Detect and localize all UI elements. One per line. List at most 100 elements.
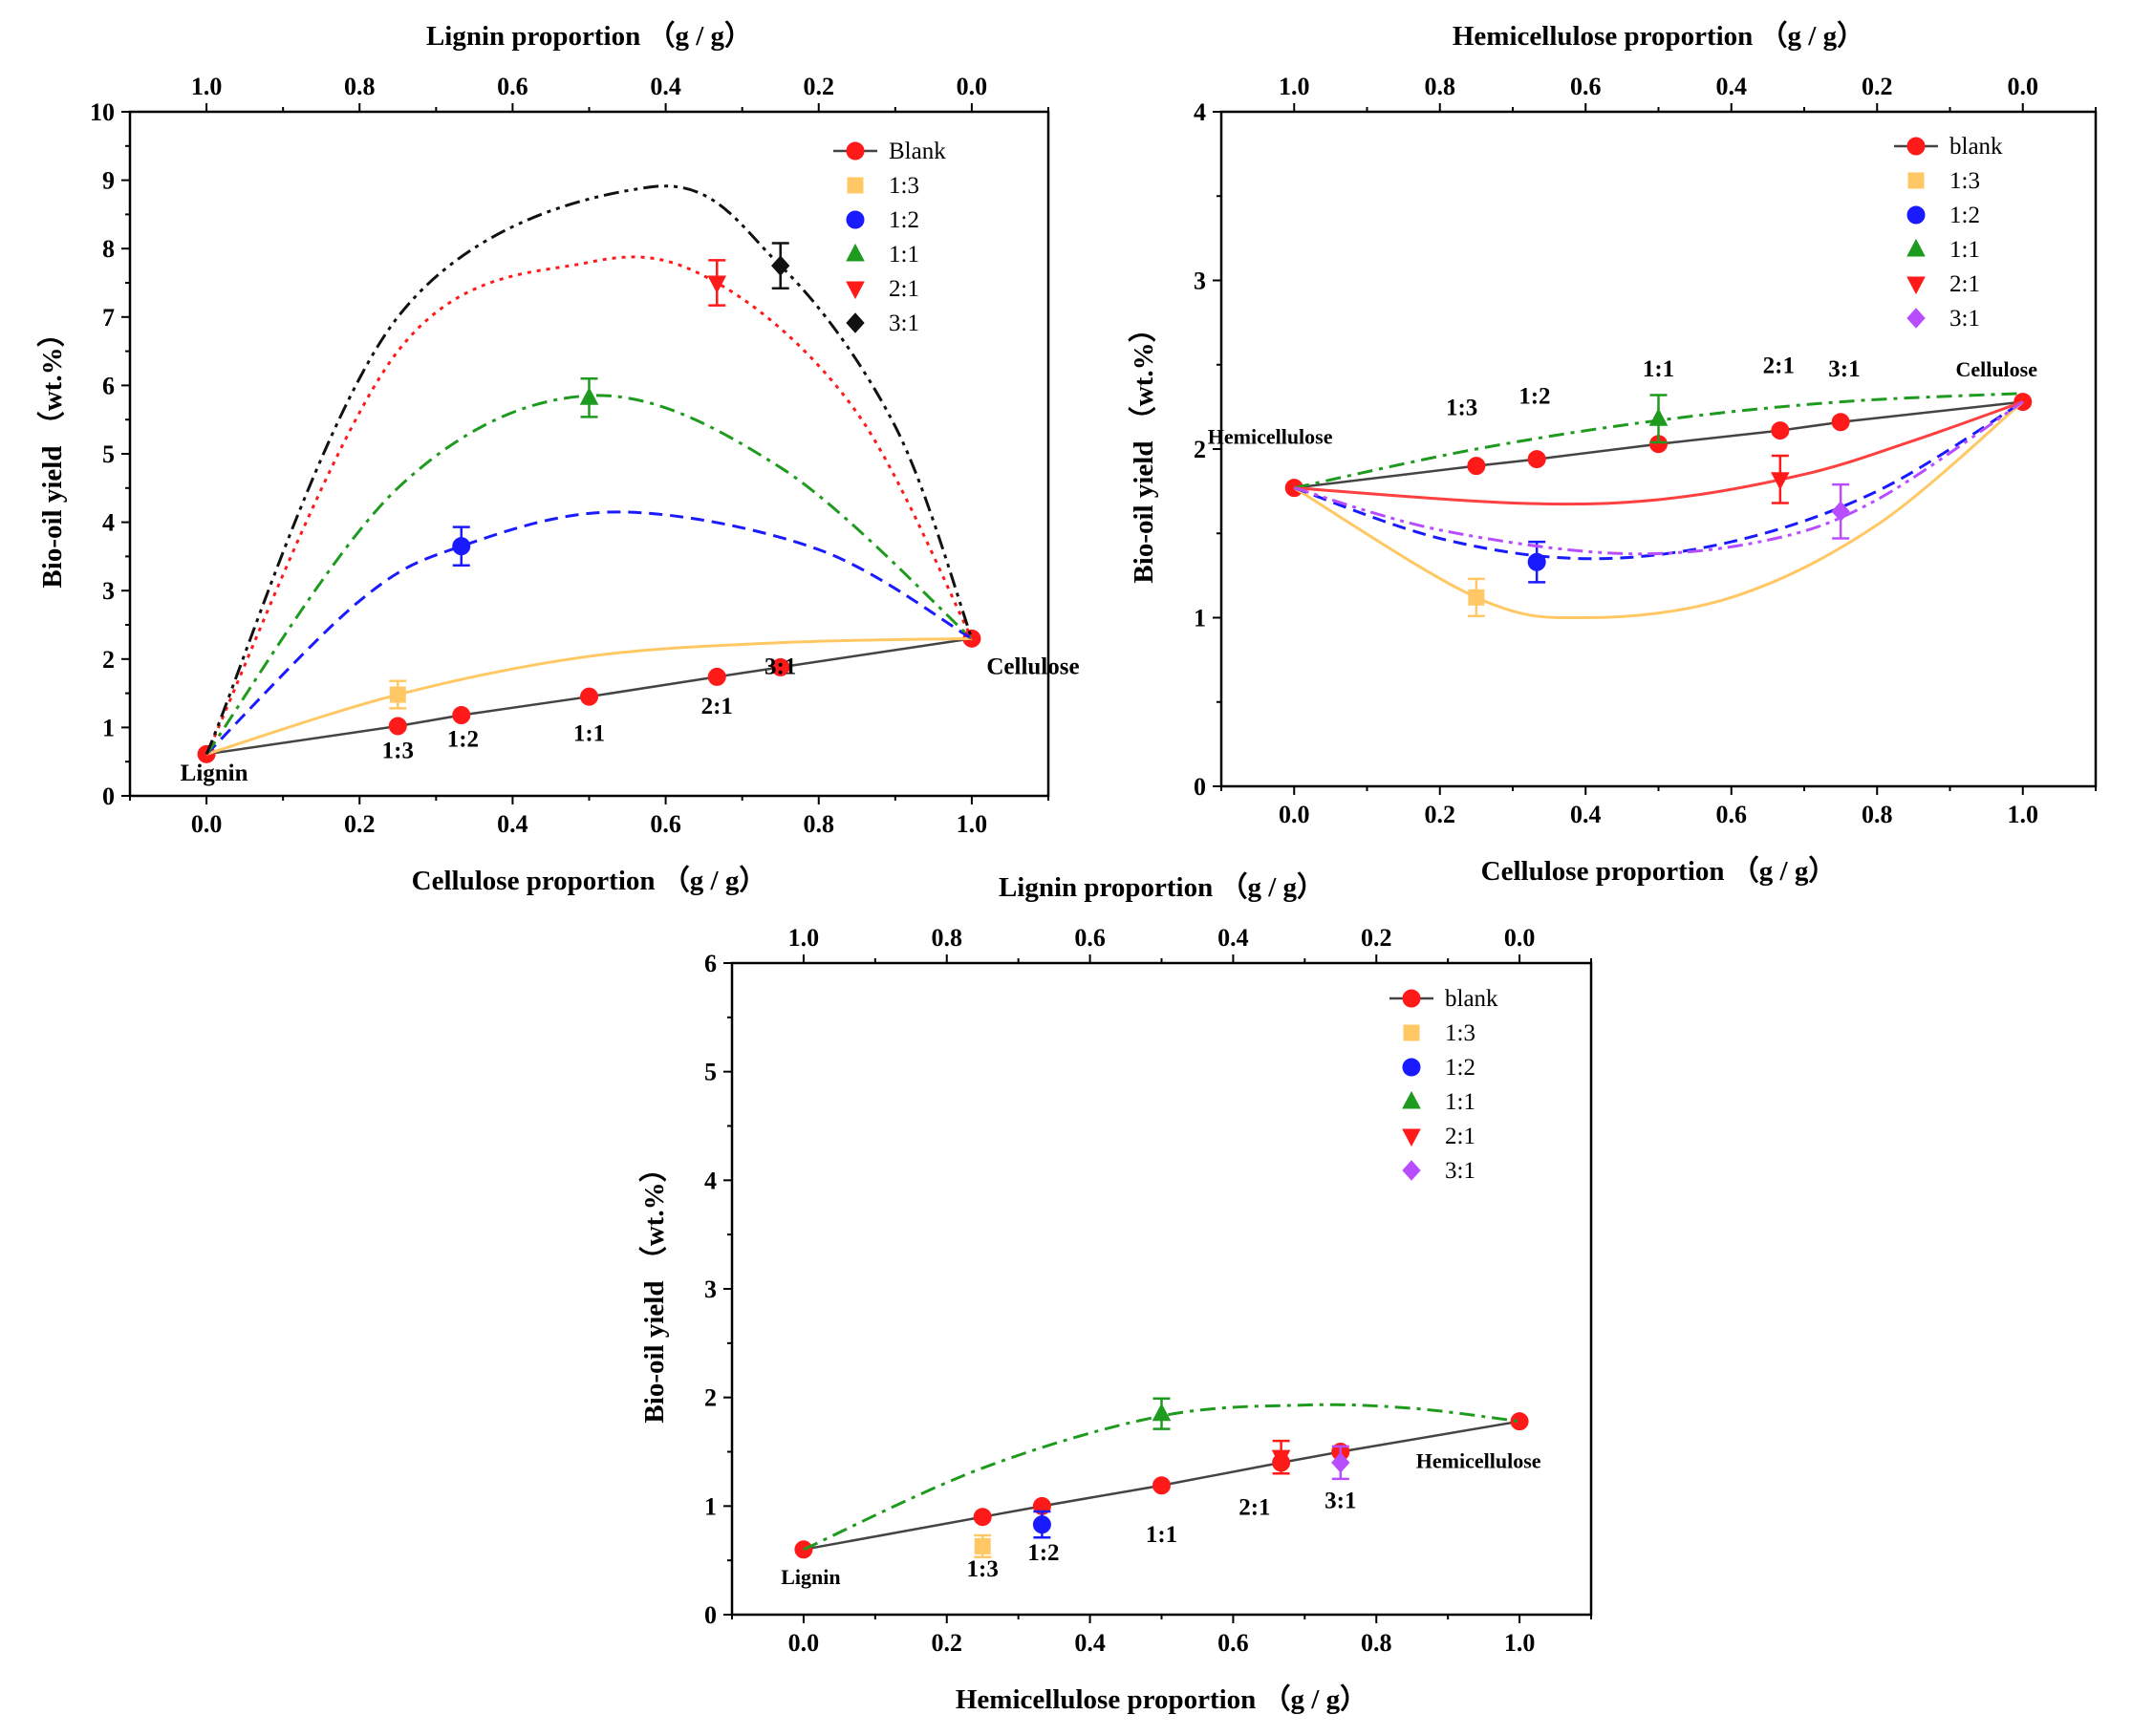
y-axis-label: Bio-oil yield （wt.%） — [1128, 314, 1159, 583]
y-tick-label: 5 — [102, 440, 115, 468]
series-1-2 — [1032, 1510, 1051, 1539]
annotation-label: 1:1 — [573, 721, 605, 747]
data-point — [707, 275, 727, 294]
data-point — [1831, 501, 1850, 523]
fit-curve — [1294, 400, 2024, 506]
y-axis-label: Bio-oil yield （wt.%） — [36, 319, 68, 588]
series-3-1 — [205, 184, 974, 755]
y-tick-label: 4 — [102, 509, 115, 537]
data-point — [707, 667, 726, 686]
fit-curve — [205, 636, 972, 756]
legend-label: 1:1 — [889, 242, 919, 268]
x2-tick-label: 0.6 — [497, 73, 528, 100]
series-1-1 — [803, 1397, 1520, 1552]
series-1-1 — [205, 376, 973, 756]
x-tick-label: 0.0 — [191, 810, 223, 838]
annotation-label: 1:2 — [447, 726, 479, 752]
x2-tick-label: 0.8 — [344, 73, 376, 100]
legend-marker — [846, 141, 865, 161]
legend-marker — [846, 210, 865, 229]
x-tick-label: 0.4 — [1570, 801, 1602, 828]
fit-curve — [1293, 400, 2024, 561]
x-tick-label: 0.0 — [1279, 801, 1310, 828]
annotation-label: 1:2 — [1027, 1540, 1059, 1566]
legend-marker — [846, 243, 865, 262]
y-tick-label: 1 — [704, 1492, 717, 1520]
annotation-label: 2:1 — [1763, 354, 1795, 379]
x2-axis-label: Lignin proportion （g / g） — [426, 20, 752, 52]
annotation-label: Lignin — [181, 761, 248, 786]
legend-marker — [1402, 1090, 1421, 1109]
data-point — [973, 1508, 992, 1527]
data-point — [1771, 421, 1790, 440]
data-point — [579, 387, 599, 405]
y-axis-label: Bio-oil yield （wt.%） — [638, 1154, 670, 1423]
legend-label: 1:3 — [1949, 168, 1980, 194]
legend-label: 1:2 — [1445, 1055, 1475, 1081]
x2-axis-label: Hemicellulose proportion （g / g） — [1453, 20, 1864, 52]
annotation-label: Lignin — [781, 1565, 840, 1589]
x-tick-label: 0.6 — [650, 810, 681, 838]
data-point — [1527, 552, 1546, 571]
x2-tick-label: 0.6 — [1570, 73, 1602, 100]
chart-lignin-cellulose: 0.0 0.2 0.4 0.6 0.8 1.0 1.0 0.8 0.6 0.4 0.2 0.0 0 1 2 3… — [36, 20, 1080, 896]
y-tick-label: 0 — [1194, 773, 1206, 801]
y-tick-label: 6 — [704, 950, 717, 977]
y-tick-label: 5 — [704, 1059, 717, 1086]
legend-marker — [1402, 1128, 1421, 1147]
fit-curve — [205, 184, 974, 755]
series-1-3 — [1293, 400, 2024, 620]
y-tick-label: 0 — [102, 782, 115, 810]
series-1-2 — [1293, 400, 2024, 584]
y-tick-label: 3 — [704, 1275, 717, 1303]
annotation-label: 3:1 — [1324, 1489, 1356, 1514]
legend-marker — [846, 281, 865, 300]
legend-label: 1:2 — [1949, 203, 1980, 228]
series-1-3 — [205, 636, 972, 756]
y-tick-label: 8 — [102, 235, 115, 263]
series-3-1 — [1293, 400, 2024, 556]
data-point — [1831, 413, 1850, 432]
data-point — [974, 1537, 991, 1554]
legend-marker — [1906, 276, 1926, 295]
x-axis-label: Cellulose proportion （g / g） — [412, 865, 767, 896]
y-tick-label: 10 — [90, 98, 115, 126]
data-point — [771, 255, 790, 276]
legend-label: 3:1 — [1949, 306, 1980, 332]
y-tick-label: 1 — [1194, 605, 1206, 632]
legend-marker — [1402, 989, 1421, 1008]
x2-tick-label: 0.0 — [957, 73, 988, 100]
x2-tick-label: 0.2 — [1361, 924, 1392, 952]
data-point — [452, 706, 471, 725]
data-point — [1152, 1476, 1171, 1495]
series-3-1 — [1331, 1445, 1350, 1481]
data-point — [1648, 408, 1669, 426]
annotation-label: 1:3 — [967, 1556, 999, 1582]
x-axis-label: Cellulose proportion （g / g） — [1481, 855, 1837, 887]
x2-tick-label: 1.0 — [191, 73, 223, 100]
legend-marker — [1906, 137, 1926, 156]
x-tick-label: 0.2 — [344, 810, 376, 838]
series-1-1 — [1293, 392, 2023, 490]
annotation-label: 1:2 — [1518, 383, 1550, 409]
y-tick-label: 7 — [102, 304, 115, 332]
legend-marker — [1402, 1160, 1421, 1181]
x-tick-label: 0.6 — [1716, 801, 1748, 828]
fit-curve — [1293, 400, 2024, 556]
series-2-1 — [1271, 1439, 1291, 1475]
annotation-label: 1:3 — [1446, 396, 1477, 421]
legend-label: 3:1 — [1445, 1158, 1475, 1184]
data-point — [1467, 457, 1486, 476]
legend-marker — [846, 312, 865, 333]
data-point — [1271, 1449, 1291, 1468]
data-point — [389, 686, 406, 703]
annotation-label: Hemicellulose — [1416, 1449, 1541, 1473]
data-point — [1510, 1412, 1529, 1431]
x2-tick-label: 0.4 — [1716, 73, 1748, 100]
y-tick-label: 2 — [704, 1384, 717, 1412]
data-point — [452, 537, 471, 556]
x2-tick-label: 0.6 — [1074, 924, 1106, 952]
annotation-label: 1:3 — [382, 739, 414, 764]
x2-tick-label: 1.0 — [788, 924, 820, 952]
x-tick-label: 1.0 — [1504, 1629, 1536, 1657]
